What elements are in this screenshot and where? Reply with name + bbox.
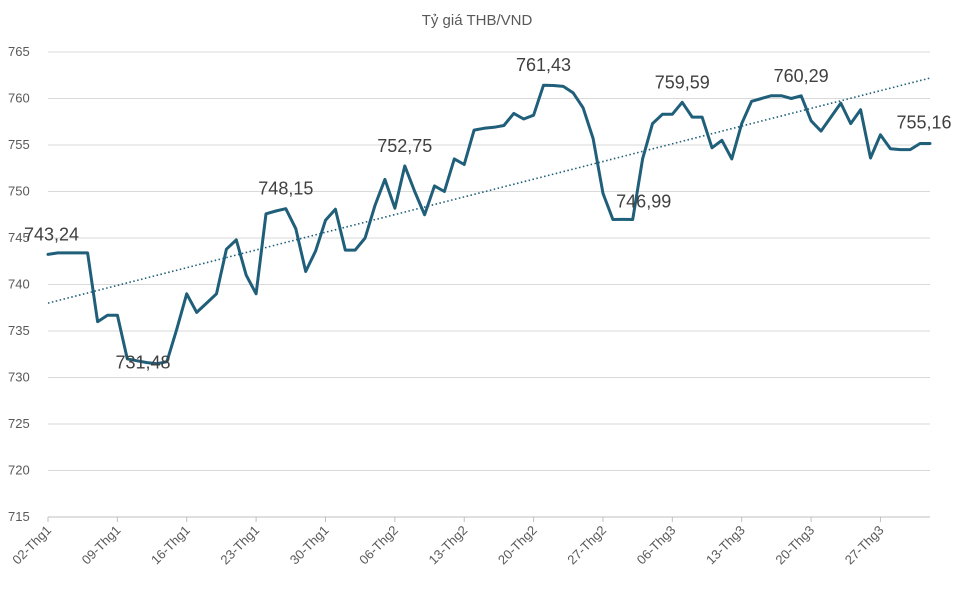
data-label: 752,75	[377, 136, 432, 156]
x-tick-label: 23-Thg1	[217, 523, 262, 568]
y-axis: 715 720 725 730 735 740 745 750 755 760 765	[8, 44, 30, 524]
x-tick-label: 06-Thg2	[356, 523, 401, 568]
x-tick-label: 13-Thg3	[703, 523, 748, 568]
x-tick-label: 20-Thg3	[772, 523, 817, 568]
y-tick-label: 745	[8, 230, 30, 245]
x-tick-label: 06-Thg3	[634, 523, 679, 568]
series-line-thb-vnd	[46, 83, 932, 366]
y-tick-label: 715	[8, 509, 30, 524]
data-label: 761,43	[516, 55, 571, 75]
y-tick-label: 720	[8, 463, 30, 478]
data-label: 743,24	[24, 224, 79, 244]
data-label: 755,16	[896, 113, 951, 133]
chart-title: Tỷ giá THB/VND	[421, 12, 533, 29]
data-label: 760,29	[774, 66, 829, 86]
y-tick-label: 730	[8, 370, 30, 385]
series	[46, 77, 932, 366]
x-tick-label: 09-Thg1	[79, 523, 124, 568]
x-tick-label: 27-Thg2	[564, 523, 609, 568]
x-axis: 02-Thg1 09-Thg1 16-Thg1 23-Thg1 30-Thg1 06-Th…	[9, 516, 930, 568]
data-label: 759,59	[655, 72, 710, 92]
x-tick-label: 27-Thg3	[842, 523, 887, 568]
gridlines	[48, 51, 930, 518]
y-tick-label: 735	[8, 323, 30, 338]
data-labels: 743,24 731,48 748,15 752,75 761,43 746,99 759,…	[24, 55, 952, 373]
y-tick-label: 725	[8, 416, 30, 431]
x-tick-label: 02-Thg1	[9, 523, 54, 568]
y-tick-label: 740	[8, 277, 30, 292]
trendline	[47, 77, 931, 304]
data-label: 746,99	[616, 191, 671, 211]
y-tick-label: 750	[8, 184, 30, 199]
y-tick-label: 765	[8, 44, 30, 59]
x-tick-label: 13-Thg2	[426, 523, 471, 568]
y-tick-label: 760	[8, 91, 30, 106]
x-tick-label: 16-Thg1	[148, 523, 193, 568]
data-label: 731,48	[115, 353, 170, 373]
y-tick-label: 755	[8, 137, 30, 152]
data-label: 748,15	[258, 179, 313, 199]
x-tick-label: 20-Thg2	[495, 523, 540, 568]
x-tick-label: 30-Thg1	[287, 523, 332, 568]
